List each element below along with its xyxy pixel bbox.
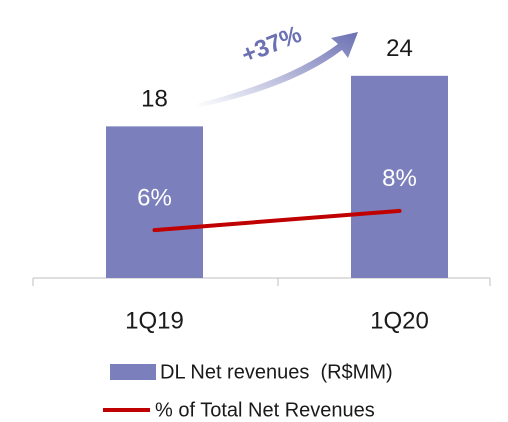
annotation: +37% [238,21,306,69]
data-label: 24 [386,35,413,62]
legend-swatch [110,364,156,380]
bar [106,126,203,278]
legend-label: % of Total Net Revenues [155,399,375,421]
data-label: 18 [141,86,168,113]
x-tick-label: 1Q19 [125,307,184,334]
growth-arrow [196,32,358,108]
legend-label: DL Net revenues (R$MM) [160,361,393,383]
data-label: 6% [137,184,172,211]
x-tick-label: 1Q20 [370,307,429,334]
bar [351,75,448,279]
line [152,208,402,233]
data-label: 8% [382,165,417,192]
